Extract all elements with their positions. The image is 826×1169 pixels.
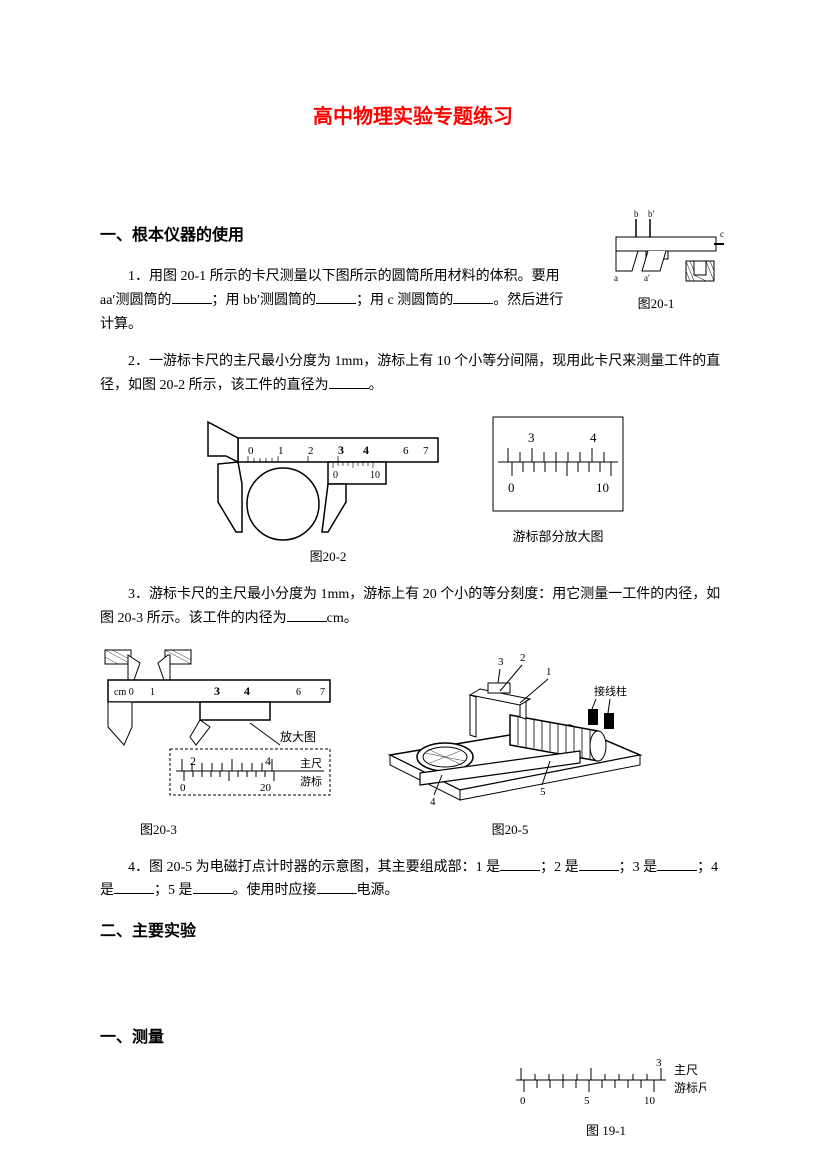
figure-20-3: cm 0 1 3 4 6 7 放大图 2 4 0 20 主尺 游标 图20-3 <box>100 645 340 838</box>
svg-text:主尺: 主尺 <box>674 1063 698 1077</box>
fig205-caption: 图20-5 <box>370 819 650 838</box>
fig202-zoom-caption: 游标部分放大图 <box>488 526 628 545</box>
q4-text6: 。使用时应接 <box>233 883 317 898</box>
page-title: 高中物理实验专题练习 <box>100 100 726 129</box>
fig202-caption: 图20-2 <box>198 546 458 565</box>
svg-text:2: 2 <box>308 445 314 457</box>
fig203-caption: 图20-3 <box>100 819 340 838</box>
section1-header: 一、根本仪器的使用 <box>100 221 570 245</box>
svg-text:4: 4 <box>430 796 436 808</box>
svg-text:5: 5 <box>584 1095 590 1107</box>
figure-20-1: b b′ c a a′ 图20-1 <box>586 209 726 312</box>
figure-20-2: 0 1 2 3 4 6 7 0 10 图20-2 <box>198 412 458 565</box>
blank <box>317 880 357 894</box>
inner-caliper-icon: cm 0 1 3 4 6 7 放大图 2 4 0 20 主尺 游标 <box>100 645 340 815</box>
timer-device-icon: 接线柱 3 2 1 4 5 <box>370 645 650 815</box>
svg-text:2: 2 <box>190 754 196 768</box>
blank <box>657 857 697 871</box>
q3-text1: 3．游标卡尺的主尺最小分度为 1mm，游标上有 20 个小的等分刻度：用它测量一… <box>100 587 720 626</box>
blank <box>287 608 327 622</box>
caliper-measure-icon: 0 1 2 3 4 6 7 0 10 <box>198 412 458 542</box>
svg-text:1: 1 <box>546 666 552 678</box>
question-4: 4．图 20-5 为电磁打点计时器的示意图，其主要组成部：1 是 ；2 是 ；3 是… <box>100 856 726 904</box>
svg-text:主尺: 主尺 <box>300 757 322 770</box>
blank <box>579 857 619 871</box>
svg-text:20: 20 <box>260 782 272 794</box>
svg-text:3: 3 <box>214 684 220 698</box>
figure-20-3-5-row: cm 0 1 3 4 6 7 放大图 2 4 0 20 主尺 游标 图20-3 <box>100 645 726 838</box>
section3-header: 一、测量 <box>100 1023 726 1047</box>
svg-text:6: 6 <box>296 687 301 698</box>
fig191-caption: 图 19-1 <box>506 1120 706 1139</box>
svg-text:4: 4 <box>590 430 597 445</box>
blank <box>193 880 233 894</box>
svg-text:3: 3 <box>338 443 344 457</box>
svg-text:4: 4 <box>265 754 271 768</box>
svg-text:接线柱: 接线柱 <box>594 684 627 698</box>
svg-text:cm 0: cm 0 <box>114 687 134 698</box>
vernier-zoom-icon: 3 4 0 10 <box>488 412 628 522</box>
blank <box>172 290 212 304</box>
svg-text:a: a <box>614 273 618 283</box>
q3-text2: cm。 <box>327 611 358 626</box>
svg-text:2: 2 <box>520 652 526 664</box>
svg-text:5: 5 <box>540 786 546 798</box>
svg-text:游标尺: 游标尺 <box>674 1081 706 1095</box>
svg-text:0: 0 <box>180 782 186 794</box>
svg-text:游标: 游标 <box>300 774 322 788</box>
figure-20-2-row: 0 1 2 3 4 6 7 0 10 图20-2 3 4 0 10 游标部分放大图 <box>100 412 726 565</box>
caliper-icon: b b′ c a a′ <box>586 209 726 289</box>
question-3: 3．游标卡尺的主尺最小分度为 1mm，游标上有 20 个小的等分刻度：用它测量一… <box>100 583 726 631</box>
q4-text3: ；3 是 <box>619 860 658 875</box>
svg-text:3: 3 <box>498 656 504 668</box>
vernier-scale-icon: 3 0 5 10 主尺 游标尺 <box>506 1056 706 1116</box>
svg-text:4: 4 <box>363 443 369 457</box>
q4-text5: ；5 是 <box>154 883 193 898</box>
q1-text3: ；用 c 测圆筒的 <box>356 293 453 308</box>
svg-text:7: 7 <box>423 445 429 457</box>
question-2: 2．一游标卡尺的主尺最小分度为 1mm，游标上有 10 个小等分间隔，现用此卡尺… <box>100 350 726 398</box>
svg-text:0: 0 <box>508 480 515 495</box>
q4-text1: 4．图 20-5 为电磁打点计时器的示意图，其主要组成部：1 是 <box>128 860 500 875</box>
figure-20-5: 接线柱 3 2 1 4 5 图20-5 <box>370 645 650 838</box>
svg-text:b′: b′ <box>648 209 655 219</box>
blank <box>329 375 369 389</box>
section2-header: 二、主要实验 <box>100 917 726 941</box>
fig201-caption: 图20-1 <box>586 293 726 312</box>
q2-text2: 。 <box>369 378 383 393</box>
q4-text7: 电源。 <box>357 883 399 898</box>
svg-text:10: 10 <box>370 470 380 481</box>
svg-text:0: 0 <box>520 1095 526 1107</box>
svg-text:c: c <box>720 229 724 239</box>
blank <box>316 290 356 304</box>
figure-20-2-zoom: 3 4 0 10 游标部分放大图 <box>488 412 628 545</box>
svg-text:1: 1 <box>278 445 284 457</box>
blank <box>500 857 540 871</box>
blank <box>114 880 154 894</box>
svg-text:a′: a′ <box>644 273 650 283</box>
zoom-label: 放大图 <box>280 729 316 744</box>
svg-text:0: 0 <box>333 470 338 481</box>
blank <box>453 290 493 304</box>
svg-text:0: 0 <box>248 445 254 457</box>
svg-text:10: 10 <box>596 480 609 495</box>
q4-text2: ；2 是 <box>540 860 579 875</box>
svg-text:6: 6 <box>403 445 409 457</box>
svg-text:10: 10 <box>644 1095 656 1107</box>
q1-text2: ；用 bb′测圆筒的 <box>212 293 317 308</box>
q2-text1: 2．一游标卡尺的主尺最小分度为 1mm，游标上有 10 个小等分间隔，现用此卡尺… <box>100 354 720 393</box>
figure-19-1: 3 0 5 10 主尺 游标尺 图 19-1 <box>0 1056 826 1139</box>
svg-text:3: 3 <box>528 430 535 445</box>
svg-text:7: 7 <box>320 687 325 698</box>
svg-text:b: b <box>634 209 639 219</box>
svg-text:3: 3 <box>656 1057 662 1069</box>
question-1: 1．用图 20-1 所示的卡尺测量以下图所示的圆筒所用材料的体积。要用 aa′测… <box>100 265 570 336</box>
svg-text:1: 1 <box>150 687 155 698</box>
svg-text:4: 4 <box>244 684 250 698</box>
